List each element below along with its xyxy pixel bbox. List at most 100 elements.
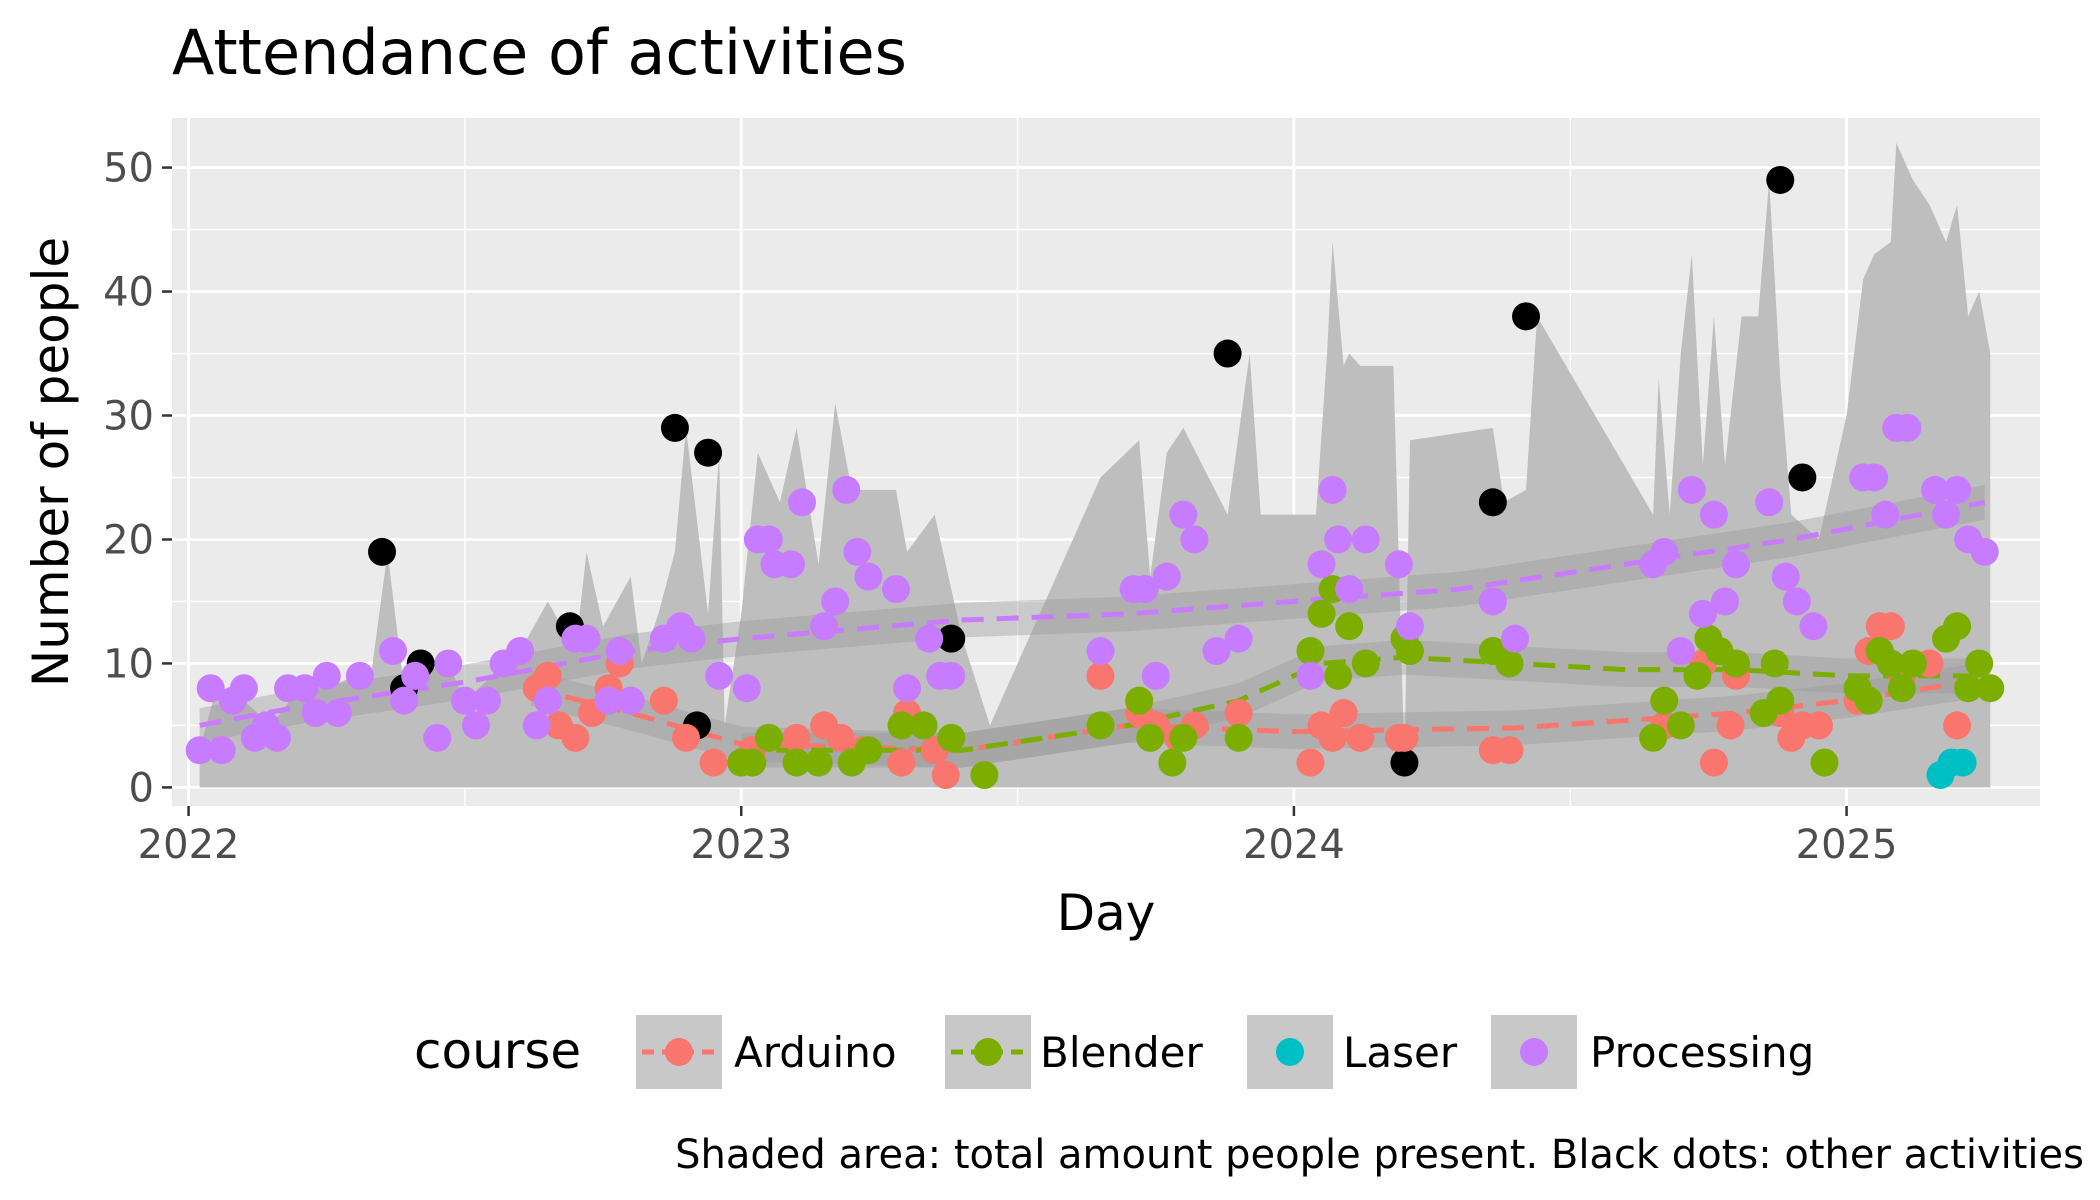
point-blender [1766,686,1795,715]
point-processing [1771,562,1800,591]
chart-caption: Shaded area: total amount people present… [675,1132,2084,1178]
legend-key-point [1520,1038,1548,1066]
point-processing [1395,612,1424,641]
point-arduino [1224,699,1253,728]
point-blender [1666,711,1695,740]
y-tick-label: 50 [103,146,154,192]
point-blender [804,748,833,777]
point-processing [832,475,861,504]
point-blender [1854,686,1883,715]
point-processing [881,575,910,604]
plot-panel [172,118,2040,806]
point-blender [1307,599,1336,628]
legend-item-laser: Laser [1247,1015,1458,1089]
point-processing [677,624,706,653]
point-blender [1086,711,1115,740]
point-processing [1710,587,1739,616]
point-processing [1307,550,1336,579]
point-processing [323,699,352,728]
point-processing [450,686,479,715]
point-processing [754,525,783,554]
point-arduino [931,761,960,790]
x-axis: 2022 2023 2024 2025 [138,806,1898,868]
point-processing [594,686,623,715]
point-processing [506,637,535,666]
point-processing [1335,575,1364,604]
point-processing [390,686,419,715]
point-processing [1224,624,1253,653]
point-laser [1948,748,1977,777]
point-arduino [699,748,728,777]
point-blender [1683,661,1712,690]
point-processing [263,723,292,752]
point-processing [533,686,562,715]
point-arduino [1346,723,1375,752]
point-processing [937,661,966,690]
point-blender [1136,723,1165,752]
point-processing [1152,562,1181,591]
point-other [1478,488,1507,517]
point-processing [1169,500,1198,529]
point-processing [843,537,872,566]
point-processing [423,723,452,752]
x-tick-label: 2024 [1243,822,1345,868]
legend-key-point [974,1038,1002,1066]
y-tick-label: 20 [103,517,154,563]
data-points [185,165,2005,790]
point-processing [1666,637,1695,666]
y-tick-label: 30 [103,394,154,440]
point-processing [345,661,374,690]
x-axis-title: Day [1057,884,1156,942]
legend-label: Laser [1343,1028,1458,1077]
point-arduino [533,661,562,690]
point-blender [1351,649,1380,678]
point-blender [887,711,916,740]
point-processing [788,488,817,517]
point-arduino [1296,748,1325,777]
point-other [1766,165,1795,194]
point-processing [1932,500,1961,529]
legend-key-point [665,1038,693,1066]
point-processing [1650,537,1679,566]
point-processing [1688,599,1717,628]
point-processing [854,562,883,591]
y-axis-title: Number of people [22,237,80,687]
point-arduino [1086,661,1115,690]
trend-line-processing [199,499,1986,728]
point-blender [1898,649,1927,678]
point-blender [1650,686,1679,715]
point-blender [1722,649,1751,678]
point-blender [1125,686,1154,715]
point-blender [1965,649,1994,678]
point-processing [1860,463,1889,492]
point-blender [909,711,938,740]
x-tick-label: 2025 [1796,822,1898,868]
point-arduino [782,723,811,752]
point-arduino [1495,736,1524,765]
point-processing [207,736,236,765]
point-processing [1782,587,1811,616]
point-blender [1335,612,1364,641]
point-processing [1384,550,1413,579]
point-processing [1893,413,1922,442]
point-other [937,624,966,653]
point-processing [196,674,225,703]
point-blender [1639,723,1668,752]
point-other [1213,339,1242,368]
point-arduino [561,723,590,752]
point-arduino [1318,723,1347,752]
point-processing [522,711,551,740]
point-blender [1954,674,1983,703]
point-blender [937,723,966,752]
legend-title: course [414,1022,581,1080]
point-processing [732,674,761,703]
point-processing [1296,661,1325,690]
legend-item-processing: Processing [1491,1015,1814,1089]
legend-item-arduino: Arduino [636,1015,897,1089]
point-arduino [1390,723,1419,752]
point-blender [1976,674,2005,703]
point-blender [854,736,883,765]
point-processing [605,637,634,666]
point-other [368,537,397,566]
point-blender [1169,723,1198,752]
